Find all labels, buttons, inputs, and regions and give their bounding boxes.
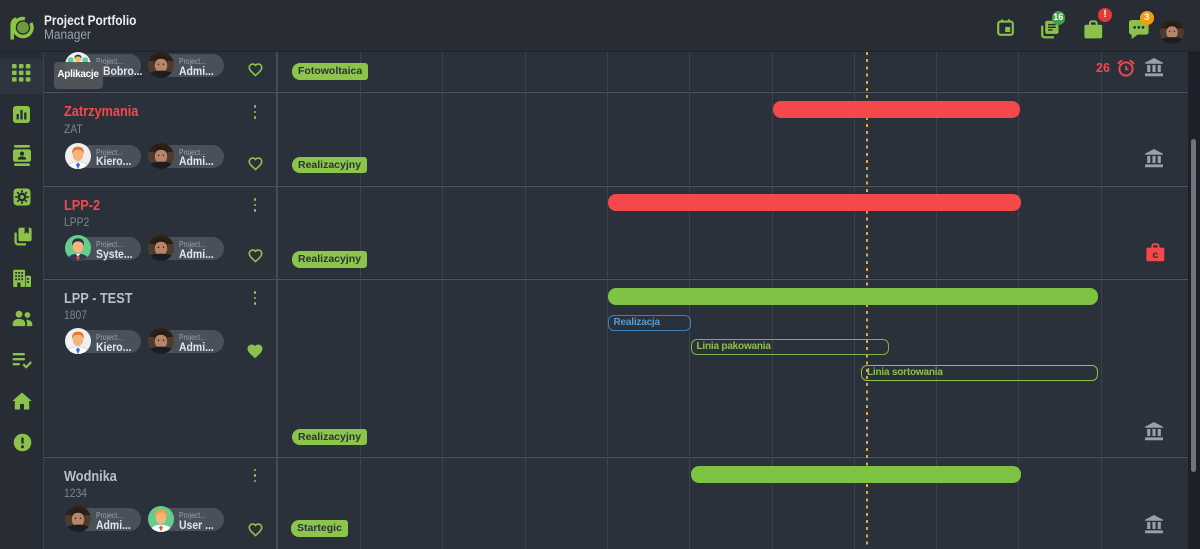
svg-text:c: c [1152,249,1158,261]
